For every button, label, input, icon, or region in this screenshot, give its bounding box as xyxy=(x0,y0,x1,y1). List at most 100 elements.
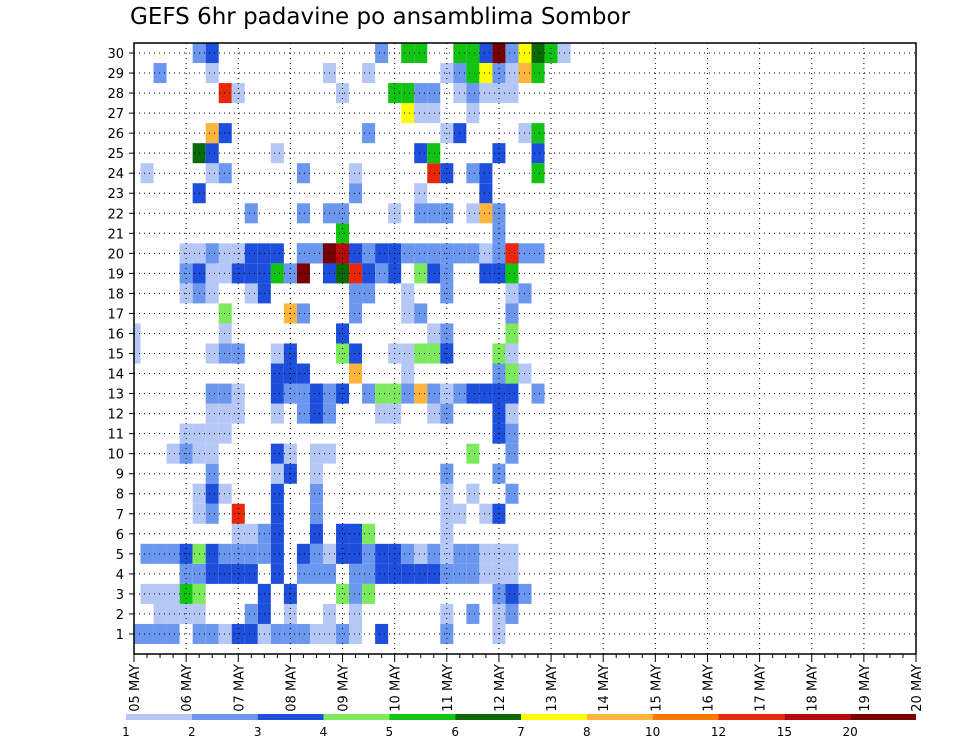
heatmap-cell xyxy=(309,383,323,404)
x-tick-label: 16 MAY xyxy=(701,664,716,712)
heatmap-cell xyxy=(205,463,219,484)
heatmap-cell xyxy=(296,163,310,184)
heatmap-cell xyxy=(153,623,167,644)
heatmap-cell xyxy=(270,483,284,504)
heatmap-cell xyxy=(505,43,519,64)
heatmap-cell xyxy=(466,83,480,104)
heatmap-cell xyxy=(375,263,389,284)
heatmap-cell xyxy=(414,143,428,164)
heatmap-cell xyxy=(309,623,323,644)
heatmap-cell xyxy=(349,563,363,584)
heatmap-cell xyxy=(466,543,480,564)
heatmap-cell xyxy=(218,243,232,264)
heatmap-cell xyxy=(140,163,154,184)
heatmap-cell xyxy=(414,203,428,224)
x-tick-label: 09 MAY xyxy=(337,664,352,712)
heatmap-cell xyxy=(349,303,363,324)
chart-title: GEFS 6hr padavine po ansamblima Sombor xyxy=(130,4,631,30)
heatmap-cell xyxy=(479,503,493,524)
heatmap-cell xyxy=(349,283,363,304)
heatmap-cell xyxy=(479,243,493,264)
heatmap-cell xyxy=(166,443,180,464)
heatmap-cell xyxy=(270,543,284,564)
colorbar-label: 10 xyxy=(645,725,660,739)
heatmap-cell xyxy=(401,303,415,324)
heatmap-cell xyxy=(270,443,284,464)
heatmap-cell xyxy=(466,203,480,224)
heatmap-cell xyxy=(153,63,167,84)
colorbar-label: 1 xyxy=(122,725,130,739)
heatmap-cell xyxy=(153,603,167,624)
heatmap-cell xyxy=(205,263,219,284)
heatmap-cell xyxy=(270,503,284,524)
heatmap-cell xyxy=(362,383,376,404)
heatmap-cell xyxy=(244,563,258,584)
y-tick-label: 18 xyxy=(107,287,124,302)
heatmap-cell xyxy=(218,403,232,424)
colorbar-swatch xyxy=(586,714,653,720)
heatmap-cell xyxy=(270,623,284,644)
heatmap-cell xyxy=(205,63,219,84)
heatmap-cell xyxy=(205,443,219,464)
heatmap-cell xyxy=(309,463,323,484)
colorbar-swatch xyxy=(455,714,521,720)
heatmap-cell xyxy=(270,403,284,424)
y-tick-label: 6 xyxy=(116,528,124,543)
colorbar-label: 5 xyxy=(386,725,394,739)
heatmap-cell xyxy=(375,403,389,424)
heatmap-cell xyxy=(401,383,415,404)
y-tick-label: 15 xyxy=(107,348,124,363)
heatmap-cell xyxy=(479,83,493,104)
heatmap-cell xyxy=(134,323,141,344)
heatmap-cell xyxy=(205,423,219,444)
heatmap-cell xyxy=(218,83,232,104)
y-tick-label: 3 xyxy=(116,588,124,603)
heatmap-cell xyxy=(414,83,428,104)
heatmap-cell xyxy=(505,403,519,424)
heatmap-cell xyxy=(362,63,376,84)
heatmap-cell xyxy=(349,623,363,644)
heatmap-cell xyxy=(244,623,258,644)
heatmap-cell xyxy=(479,543,493,564)
heatmap-cell xyxy=(505,563,519,584)
heatmap-cell xyxy=(349,583,363,604)
heatmap-cell xyxy=(505,263,519,284)
heatmap-cell xyxy=(270,363,284,384)
colorbar-swatch xyxy=(323,714,390,720)
x-tick-label: 13 MAY xyxy=(545,664,560,712)
colorbar-swatch xyxy=(718,714,785,720)
heatmap-cell xyxy=(349,183,363,204)
x-tick-label: 08 MAY xyxy=(284,664,299,712)
heatmap-cell xyxy=(427,163,441,184)
colorbar-label: 3 xyxy=(254,725,262,739)
heatmap-cell xyxy=(427,383,441,404)
heatmap-cell xyxy=(218,323,232,344)
colorbar-swatch xyxy=(850,714,916,720)
heatmap-cell xyxy=(205,343,219,364)
heatmap-cell xyxy=(140,623,154,644)
heatmap-cell xyxy=(375,43,389,64)
heatmap-cell xyxy=(166,543,180,564)
heatmap-cell xyxy=(362,243,376,264)
x-tick-label: 20 MAY xyxy=(910,664,925,712)
heatmap-cell xyxy=(270,463,284,484)
heatmap-cell xyxy=(401,43,415,64)
heatmap-cell xyxy=(505,303,519,324)
heatmap-cell xyxy=(401,283,415,304)
heatmap-cell xyxy=(244,283,258,304)
colorbar-swatch xyxy=(191,714,258,720)
heatmap-cell xyxy=(205,123,219,144)
heatmap-cell xyxy=(218,343,232,364)
colorbar-swatch xyxy=(652,714,719,720)
heatmap-cell xyxy=(505,423,519,444)
x-tick-label: 06 MAY xyxy=(180,664,195,712)
heatmap-cell xyxy=(505,483,519,504)
y-tick-label: 26 xyxy=(107,127,124,142)
heatmap-cell xyxy=(270,383,284,404)
heatmap-cell xyxy=(166,623,180,644)
heatmap-cell xyxy=(466,563,480,584)
heatmap-cell xyxy=(218,303,232,324)
heatmap-cell xyxy=(466,243,480,264)
heatmap-cell xyxy=(479,383,493,404)
x-tick-label: 17 MAY xyxy=(754,664,769,712)
